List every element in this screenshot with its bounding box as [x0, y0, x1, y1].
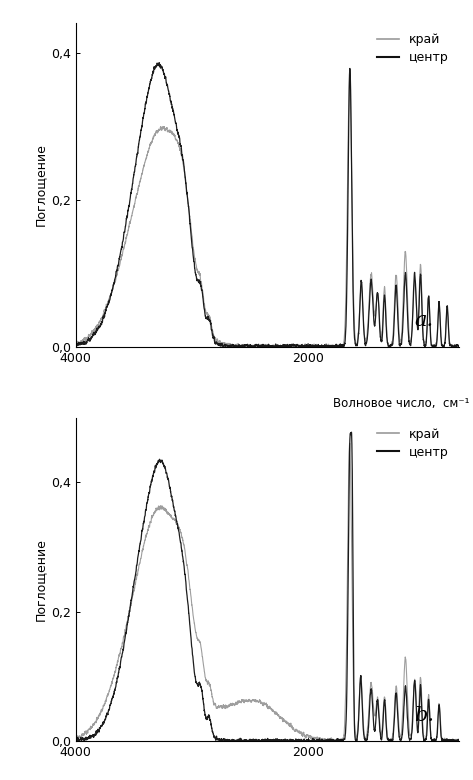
Y-axis label: Поглощение: Поглощение	[34, 538, 47, 621]
Legend: край, центр: край, центр	[373, 424, 453, 463]
Legend: край, центр: край, центр	[373, 30, 453, 68]
Text: Волновое число,  см⁻¹: Волновое число, см⁻¹	[333, 396, 470, 410]
Text: b.: b.	[414, 706, 434, 725]
Text: a.: a.	[415, 311, 434, 331]
Y-axis label: Поглощение: Поглощение	[34, 144, 47, 226]
